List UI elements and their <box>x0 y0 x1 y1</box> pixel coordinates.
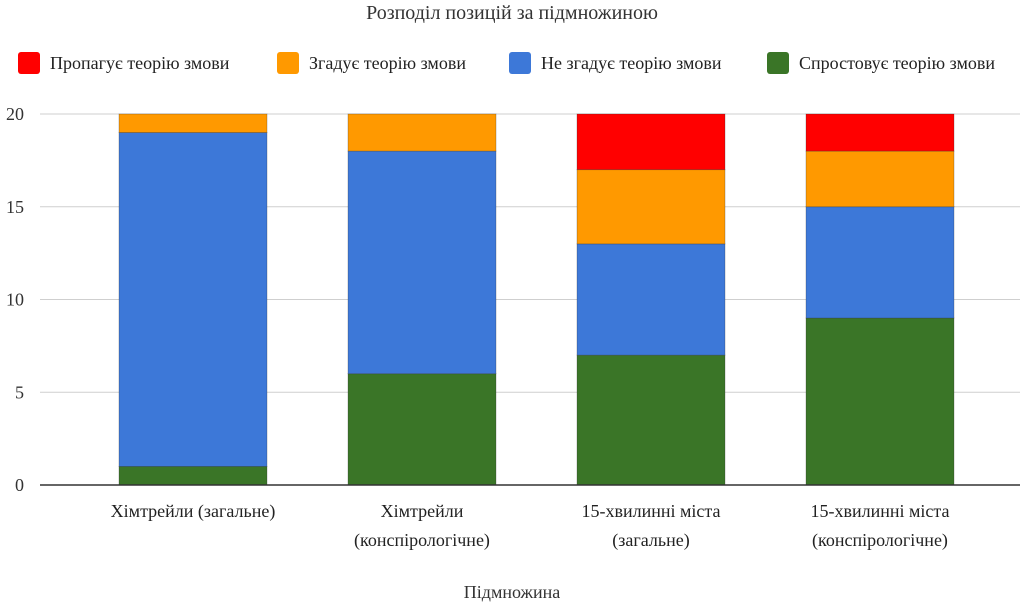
bar-segment <box>576 113 726 171</box>
y-tick-label: 0 <box>15 475 24 495</box>
legend-swatch <box>509 52 531 74</box>
y-tick-label: 20 <box>6 104 24 124</box>
x-tick-label: (конспірологічне) <box>812 530 948 551</box>
x-tick-label: (конспірологічне) <box>354 530 490 551</box>
legend-swatch <box>277 52 299 74</box>
x-tick-label: (загальне) <box>612 530 689 551</box>
legend-item: Спростовує теорію змови <box>767 52 995 74</box>
legend-item: Не згадує теорію змови <box>509 52 722 74</box>
x-axis-title: Підмножина <box>463 582 561 602</box>
legend-label: Пропагує теорію змови <box>50 52 230 73</box>
x-tick-label: 15-хвилинні міста <box>582 501 721 521</box>
y-tick-label: 15 <box>6 197 24 217</box>
bar-segment <box>118 113 268 133</box>
y-tick-label: 10 <box>6 290 24 310</box>
y-tick-label: 5 <box>15 382 24 402</box>
legend-label: Згадує теорію змови <box>309 52 466 73</box>
bar-segment <box>805 206 955 319</box>
x-tick-label: Хімтрейли (загальне) <box>111 501 276 522</box>
legend-label: Спростовує теорію змови <box>799 52 995 73</box>
chart-title: Розподіл позицій за підмножиною <box>366 2 658 24</box>
legend-swatch <box>767 52 789 74</box>
legend-item: Пропагує теорію змови <box>18 52 229 74</box>
x-tick-label: 15-хвилинні міста <box>811 501 950 521</box>
bar-segment <box>118 132 268 467</box>
bar-segment <box>805 113 955 152</box>
legend-swatch <box>18 52 40 74</box>
legend-label: Не згадує теорію змови <box>541 52 722 73</box>
bar-segment <box>576 243 726 356</box>
bar-segment <box>576 354 726 486</box>
chart-legend: Пропагує теорію змови Згадує теорію змови… <box>0 52 1024 76</box>
x-tick-label: Хімтрейли <box>381 501 464 521</box>
bar-segment <box>805 150 955 208</box>
bar-segment <box>347 113 497 152</box>
bar-segment <box>576 169 726 245</box>
bar-segment <box>347 373 497 486</box>
bar-segment <box>805 317 955 486</box>
legend-item: Згадує теорію змови <box>277 52 466 74</box>
bar-segment <box>118 466 268 486</box>
bar-segment <box>347 150 497 375</box>
